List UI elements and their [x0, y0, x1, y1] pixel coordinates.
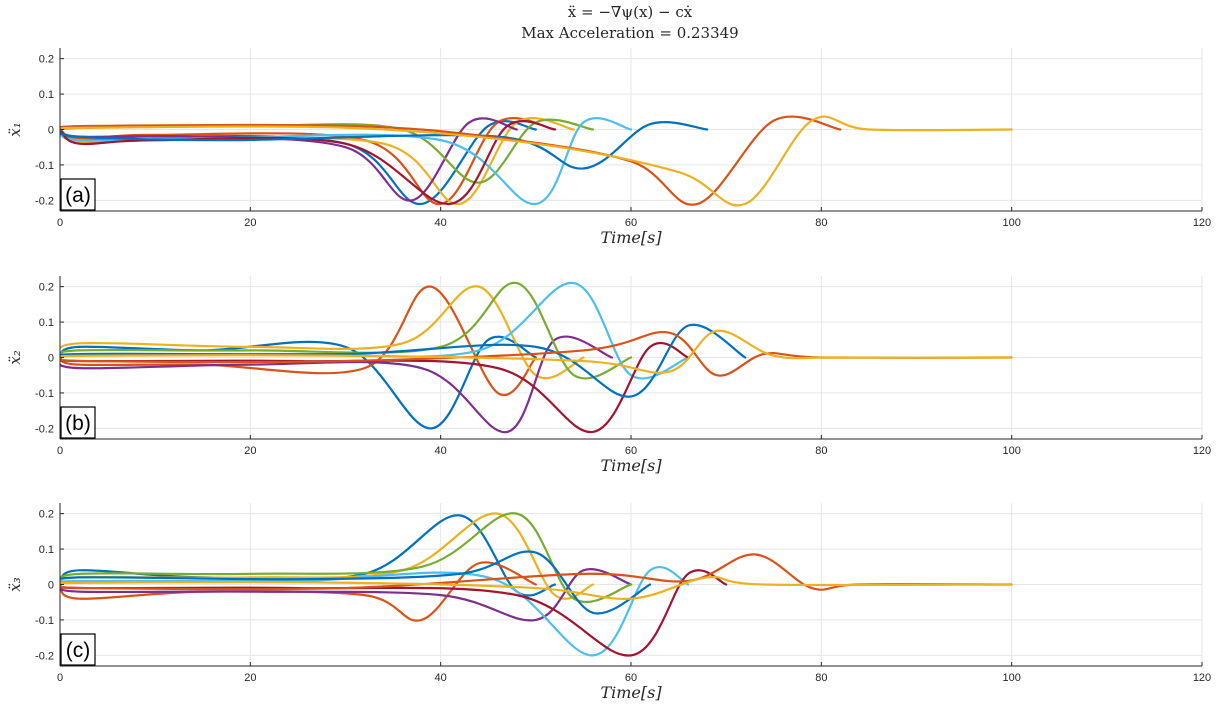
y-tick-label: -0.1 — [35, 388, 54, 400]
panels: 0 20 40 60 80 100 120 -0.2 -0.1 0 0.1 0.2 Time[s] ẍ₁ (… — [6, 48, 1211, 702]
series-group — [60, 281, 1013, 434]
series-line-10 — [60, 329, 1013, 374]
y-tick-label: 0.2 — [39, 54, 54, 66]
x-tick-label: 40 — [435, 672, 447, 684]
y-tick-label: 0 — [48, 125, 54, 137]
y-tick-label: 0.1 — [39, 89, 54, 101]
panel-label-text: (a) — [65, 184, 91, 207]
series-line-2 — [60, 285, 537, 397]
series-line-3 — [60, 117, 575, 206]
series-line-6 — [60, 117, 633, 206]
x-tick-label: 100 — [1002, 445, 1020, 457]
panel-2: 0 20 40 60 80 100 120 -0.2 -0.1 0 0.1 0.2 Time[s] ẍ₂ (… — [6, 276, 1211, 475]
x-tick-label: 20 — [244, 672, 256, 684]
panel-label-box — [60, 178, 96, 211]
x-tick-label: 60 — [625, 445, 637, 457]
y-axis-label: ẍ₃ — [6, 577, 24, 591]
panel-label-box — [60, 633, 96, 666]
y-tick-label: -0.2 — [35, 650, 54, 662]
y-tick-label: -0.1 — [35, 615, 54, 627]
series-line-8 — [60, 323, 747, 398]
figure-title-equation: ẍ = −∇ψ(x) − cẋ — [568, 3, 693, 21]
series-line-7 — [60, 120, 556, 206]
series-line-4 — [60, 335, 614, 434]
x-axis-label: Time[s] — [600, 456, 662, 475]
x-tick-label: 40 — [435, 217, 447, 229]
series-line-10 — [60, 115, 1013, 207]
panel-1: 0 20 40 60 80 100 120 -0.2 -0.1 0 0.1 0.2 Time[s] ẍ₁ (… — [6, 48, 1211, 247]
series-line-2 — [60, 561, 537, 622]
y-axis-label: ẍ₁ — [6, 122, 24, 136]
series-group — [60, 512, 1013, 657]
panel-label: (b) — [60, 406, 96, 439]
x-axis-label: Time[s] — [600, 683, 662, 702]
x-tick-label: 100 — [1002, 672, 1020, 684]
y-tick-label: -0.2 — [35, 423, 54, 435]
panel-label-box — [60, 406, 96, 439]
y-tick-label: -0.2 — [35, 195, 54, 207]
x-tick-label: 120 — [1193, 217, 1211, 229]
panel-label-text: (c) — [66, 639, 91, 662]
y-tick-label: 0 — [48, 580, 54, 592]
x-tick-label: 100 — [1002, 217, 1020, 229]
panel-label: (c) — [60, 633, 96, 666]
series-group — [60, 115, 1013, 207]
x-tick-label: 0 — [57, 217, 63, 229]
x-tick-label: 0 — [57, 672, 63, 684]
x-tick-label: 20 — [244, 445, 256, 457]
x-tick-label: 60 — [625, 672, 637, 684]
series-line-1 — [60, 335, 537, 430]
y-tick-label: 0.2 — [39, 282, 54, 294]
y-axis-label: ẍ₂ — [6, 350, 24, 364]
x-tick-label: 40 — [435, 445, 447, 457]
series-line-4 — [60, 568, 633, 622]
x-axis-label: Time[s] — [600, 228, 662, 247]
series-line-8 — [60, 550, 652, 615]
x-tick-label: 80 — [815, 217, 827, 229]
x-tick-label: 80 — [815, 672, 827, 684]
y-tick-label: -0.1 — [35, 160, 54, 172]
panel-3: 0 20 40 60 80 100 120 -0.2 -0.1 0 0.1 0.2 Time[s] ẍ₃ (… — [6, 503, 1211, 702]
x-tick-label: 20 — [244, 217, 256, 229]
y-tick-label: 0.1 — [39, 317, 54, 329]
panel-label-text: (b) — [65, 412, 91, 435]
y-tick-label: 0 — [48, 353, 54, 365]
series-line-10 — [60, 575, 1013, 600]
x-tick-label: 60 — [625, 217, 637, 229]
figure-title-max-acceleration: Max Acceleration = 0.23349 — [521, 24, 738, 42]
x-tick-label: 120 — [1193, 445, 1211, 457]
x-tick-label: 120 — [1193, 672, 1211, 684]
y-tick-label: 0.1 — [39, 544, 54, 556]
x-tick-label: 80 — [815, 445, 827, 457]
x-tick-label: 0 — [57, 445, 63, 457]
y-tick-label: 0.2 — [39, 509, 54, 521]
series-line-3 — [60, 285, 585, 380]
panel-label: (a) — [60, 178, 96, 211]
